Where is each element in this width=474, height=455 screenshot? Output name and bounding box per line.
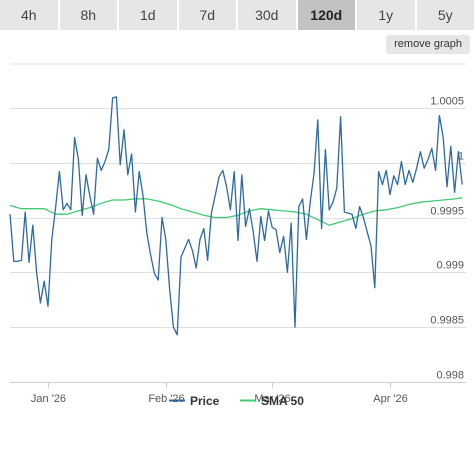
x-tick-label: Mar '26	[254, 393, 290, 405]
y-tick-label: 0.9995	[430, 206, 464, 218]
legend-item-price[interactable]: Price	[169, 394, 220, 408]
series-line-price	[9, 96, 463, 336]
chart-grid	[10, 63, 466, 383]
series-line-sma-50	[9, 197, 463, 226]
y-axis-labels: 0.998 0.9985 0.999 0.9995 1 1.0005	[430, 96, 464, 382]
chart-series	[9, 96, 463, 336]
range-button-120d[interactable]: 120d	[297, 0, 357, 30]
x-tick-label: Feb '26	[148, 393, 184, 405]
legend-item-sma-50[interactable]: SMA 50	[240, 394, 304, 408]
chart-legend[interactable]: Price SMA 50	[169, 394, 304, 408]
legend-label: SMA 50	[261, 394, 304, 408]
range-button-1y[interactable]: 1y	[357, 0, 417, 30]
remove-graph-button[interactable]: remove graph	[386, 35, 470, 54]
y-tick-label: 0.998	[436, 370, 464, 382]
range-button-30d[interactable]: 30d	[238, 0, 298, 30]
y-tick-label: 0.9985	[430, 315, 464, 327]
x-tick-label: Jan '26	[31, 393, 66, 405]
y-tick-label: 1	[458, 151, 464, 163]
y-tick-label: 0.999	[436, 260, 464, 272]
range-selector: 4h 8h 1d 7d 30d 120d 1y 5y	[0, 0, 474, 30]
range-button-5y[interactable]: 5y	[416, 0, 474, 30]
legend-label: Price	[190, 394, 220, 408]
x-tick-label: Apr '26	[373, 393, 408, 405]
range-button-1d[interactable]: 1d	[119, 0, 179, 30]
y-tick-label: 1.0005	[430, 96, 464, 108]
x-axis: Jan '26 Feb '26 Mar '26 Apr '26	[10, 382, 466, 405]
range-button-4h[interactable]: 4h	[0, 0, 60, 30]
range-button-7d[interactable]: 7d	[178, 0, 238, 30]
range-button-8h[interactable]: 8h	[59, 0, 119, 30]
